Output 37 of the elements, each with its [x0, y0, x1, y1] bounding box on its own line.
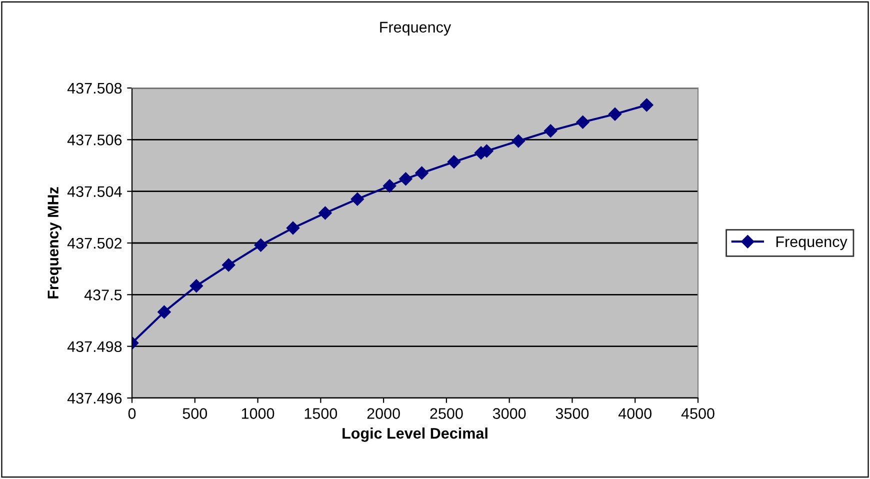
point — [254, 238, 268, 252]
point — [608, 108, 622, 121]
x-tick-label: 1000 — [242, 408, 274, 419]
y-tick-label: 437.506 — [67, 134, 122, 146]
x-tick-label: 4000 — [618, 408, 652, 419]
point — [286, 221, 300, 235]
x-tick-label: 1500 — [304, 408, 338, 419]
y-axis-title: Frequency MHz — [48, 187, 62, 298]
x-tick-label: 0 — [128, 408, 136, 419]
x-axis-title: Logic Level Decimal — [342, 428, 488, 442]
point — [399, 172, 412, 186]
point — [158, 305, 171, 319]
point — [576, 116, 590, 129]
point — [544, 124, 558, 138]
x-tick-label: 3000 — [492, 408, 526, 419]
y-tick-label: 437.504 — [67, 186, 122, 198]
x-tick-label: 2500 — [430, 408, 463, 419]
chart-title: Frequency — [380, 22, 452, 36]
point — [222, 258, 236, 272]
y-tick-label: 437.502 — [67, 238, 122, 249]
y-tick-label: 437.498 — [67, 341, 122, 352]
y-tick-label: 437.508 — [67, 82, 122, 94]
point — [318, 206, 332, 220]
point — [447, 155, 461, 168]
point — [190, 279, 203, 292]
point — [350, 192, 364, 206]
point — [640, 98, 654, 112]
x-tick-label: 2000 — [367, 408, 400, 419]
point — [415, 166, 428, 180]
x-tick-label: 4500 — [681, 408, 714, 419]
x-tick-label: 500 — [182, 408, 208, 419]
legend-label: Frequency — [776, 236, 848, 250]
y-tick-label: 437.496 — [67, 392, 122, 404]
x-tick-label: 3500 — [556, 408, 589, 419]
point — [512, 134, 525, 148]
point — [383, 179, 396, 192]
y-tick-label: 437.5 — [84, 290, 122, 300]
